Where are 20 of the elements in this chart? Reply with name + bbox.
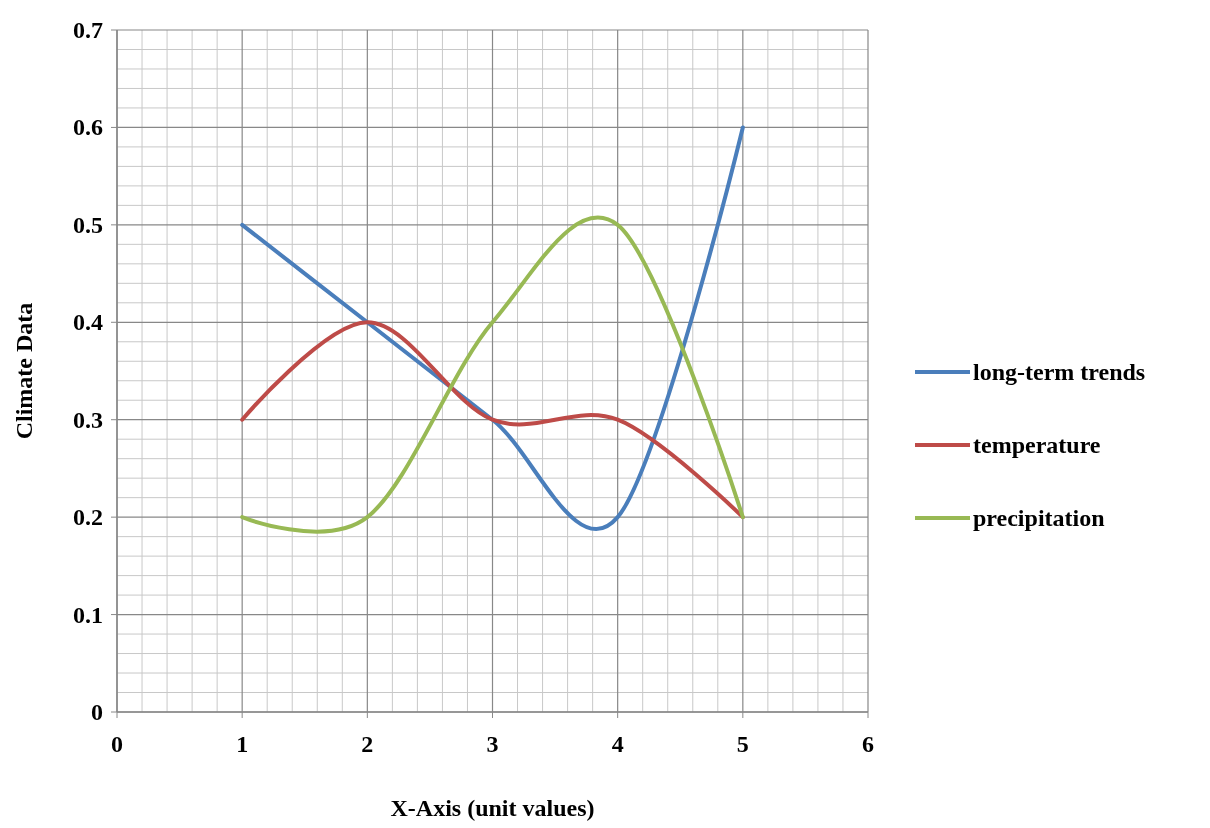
legend-label: precipitation bbox=[973, 505, 1105, 531]
legend-label: long-term trends bbox=[973, 359, 1146, 385]
x-tick-label: 3 bbox=[486, 731, 499, 757]
legend-label: temperature bbox=[973, 432, 1101, 458]
x-tick-label: 4 bbox=[611, 731, 624, 757]
y-tick-label: 0.6 bbox=[73, 114, 103, 141]
x-tick-label: 0 bbox=[111, 731, 123, 757]
y-tick-label: 0.1 bbox=[73, 601, 103, 628]
y-tick-label: 0.3 bbox=[73, 406, 103, 433]
y-tick-label: 0.2 bbox=[73, 504, 103, 531]
x-axis-title: X-Axis (unit values) bbox=[390, 795, 595, 821]
x-tick-label: 5 bbox=[736, 731, 749, 757]
x-tick-label: 2 bbox=[361, 731, 374, 757]
x-tick-label: 1 bbox=[236, 731, 249, 757]
y-axis-title: Climate Data bbox=[11, 302, 37, 440]
y-tick-label: 0.7 bbox=[73, 17, 103, 43]
y-tick-label: 0.4 bbox=[73, 309, 103, 336]
x-tick-label: 6 bbox=[862, 731, 874, 757]
y-tick-label: 0.5 bbox=[73, 211, 103, 238]
y-tick-label: 0 bbox=[91, 699, 103, 725]
